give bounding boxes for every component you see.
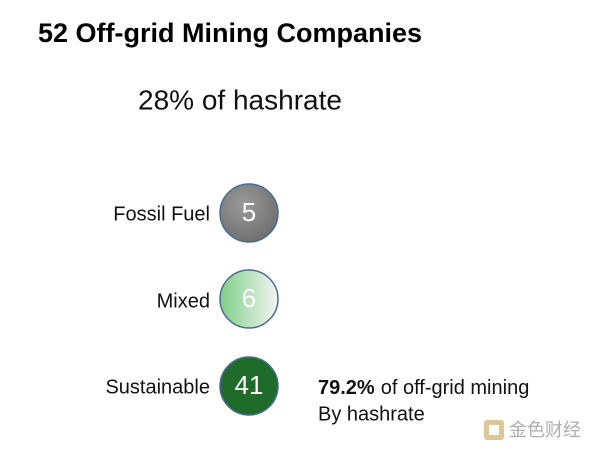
note-highlight: 79.2% [318,377,375,399]
note-line2: By hashrate [318,403,425,425]
title: 52 Off-grid Mining Companies [38,18,422,48]
item-count: 41 [235,370,264,400]
item-label: Sustainable [105,376,210,398]
note-line: 79.2% of off-grid mining [318,377,529,399]
item-label: Mixed [157,290,210,312]
watermark: 金色财经 [509,420,581,440]
item-count: 6 [242,283,256,313]
watermark-icon [484,420,504,440]
item-circle [219,356,279,416]
item-count: 5 [242,197,256,227]
subtitle: 28% of hashrate [138,84,342,115]
item-label: Fossil Fuel [113,203,210,225]
note-text: of off-grid mining [381,377,530,399]
item-circle [219,183,279,243]
item-circle [219,269,279,329]
